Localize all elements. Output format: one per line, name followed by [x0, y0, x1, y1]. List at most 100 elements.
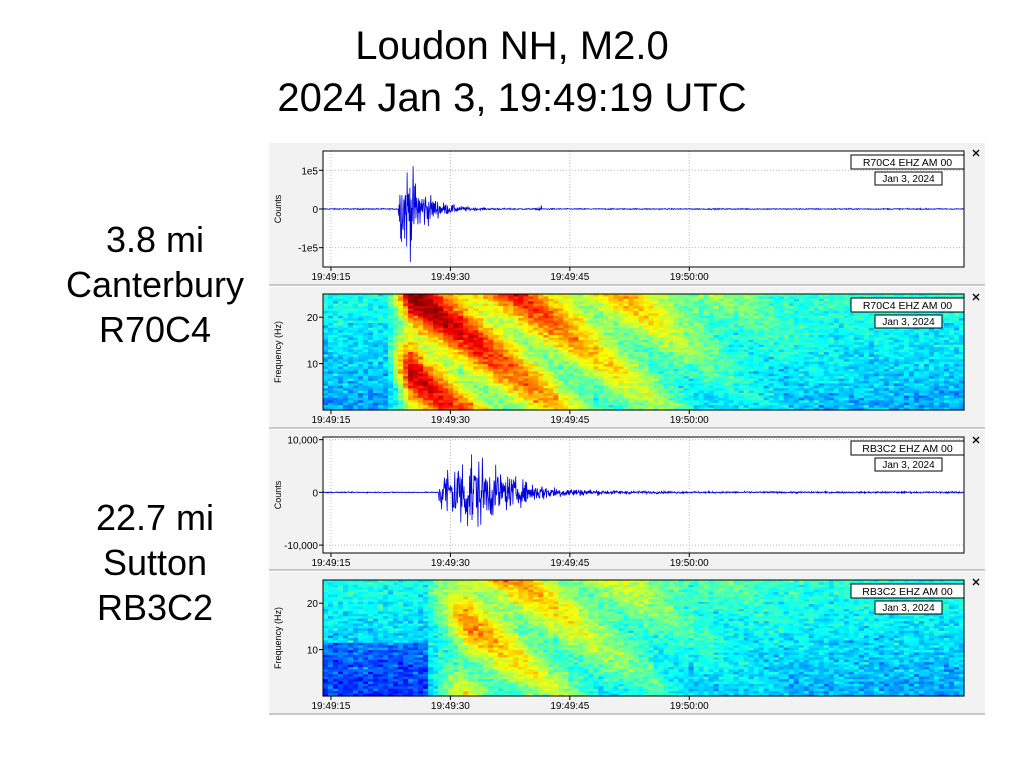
heatmap-cell — [693, 294, 700, 298]
heatmap-cell — [438, 294, 444, 298]
heatmap-cell — [833, 318, 840, 322]
heatmap-cell — [743, 332, 750, 336]
heatmap-cell — [758, 310, 765, 314]
heatmap-cell — [558, 296, 564, 300]
heatmap-cell — [438, 381, 444, 385]
heatmap-cell — [648, 371, 655, 375]
close-icon[interactable] — [972, 149, 980, 157]
heatmap-cell — [598, 397, 605, 401]
heatmap-cell — [723, 313, 730, 317]
chart-title-line2: 2024 Jan 3, 19:49:19 UTC — [277, 76, 747, 120]
heatmap-cell — [538, 349, 544, 353]
heatmap-cell — [723, 385, 730, 389]
heatmap-cell — [808, 376, 815, 380]
heatmap-cell — [378, 349, 384, 353]
heatmap-cell — [708, 313, 715, 317]
heatmap-cell — [363, 347, 369, 351]
heatmap-cell — [633, 344, 640, 348]
heatmap-cell — [563, 335, 569, 339]
heatmap-cell — [578, 325, 585, 329]
heatmap-cell — [538, 298, 544, 302]
heatmap-cell — [478, 354, 484, 358]
heatmap-cell — [323, 376, 329, 380]
heatmap-cell — [508, 296, 514, 300]
heatmap-cell — [743, 359, 750, 363]
heatmap-cell — [758, 352, 765, 356]
heatmap-cell — [678, 310, 685, 314]
heatmap-cell — [458, 339, 464, 343]
heatmap-cell — [438, 303, 444, 307]
heatmap-cell — [423, 296, 429, 300]
heatmap-cell — [553, 298, 559, 302]
heatmap-cell — [323, 344, 329, 348]
heatmap-cell — [778, 332, 785, 336]
heatmap-cell — [798, 371, 805, 375]
heatmap-cell — [803, 395, 810, 399]
heatmap-cell — [723, 373, 730, 377]
heatmap-cell — [673, 325, 680, 329]
heatmap-cell — [763, 352, 770, 356]
heatmap-cell — [393, 405, 399, 409]
heatmap-cell — [438, 354, 444, 358]
heatmap-cell — [333, 320, 339, 324]
heatmap-cell — [748, 301, 755, 305]
heatmap-cell — [588, 356, 595, 360]
heatmap-cell — [528, 385, 534, 389]
heatmap-cell — [338, 400, 344, 404]
heatmap-cell — [768, 385, 775, 389]
heatmap-cell — [438, 400, 444, 404]
heatmap-cell — [338, 381, 344, 385]
heatmap-cell — [513, 385, 519, 389]
heatmap-cell — [528, 303, 534, 307]
heatmap-cell — [473, 352, 479, 356]
heatmap-cell — [703, 390, 710, 394]
heatmap-cell — [818, 301, 825, 305]
heatmap-cell — [333, 339, 339, 343]
heatmap-cell — [383, 294, 389, 298]
heatmap-cell — [753, 347, 760, 351]
heatmap-cell — [503, 342, 509, 346]
heatmap-cell — [383, 405, 389, 409]
heatmap-cell — [448, 337, 454, 341]
heatmap-cell — [493, 339, 499, 343]
heatmap-cell — [733, 323, 740, 327]
heatmap-cell — [378, 359, 384, 363]
heatmap-cell — [418, 349, 424, 353]
heatmap-cell — [773, 388, 780, 392]
heatmap-cell — [768, 310, 775, 314]
heatmap-cell — [568, 323, 574, 327]
heatmap-cell — [713, 339, 720, 343]
heatmap-cell — [688, 359, 695, 363]
heatmap-cell — [568, 361, 574, 365]
heatmap-cell — [353, 301, 359, 305]
heatmap-cell — [368, 335, 374, 339]
heatmap-cell — [828, 303, 835, 307]
heatmap-cell — [543, 395, 549, 399]
heatmap-cell — [838, 296, 845, 300]
heatmap-cell — [778, 327, 785, 331]
heatmap-cell — [503, 402, 509, 406]
heatmap-cell — [448, 373, 454, 377]
heatmap-cell — [608, 337, 615, 341]
heatmap-cell — [488, 344, 494, 348]
heatmap-cell — [523, 368, 529, 372]
heatmap-cell — [738, 385, 745, 389]
heatmap-cell — [663, 371, 670, 375]
heatmap-cell — [708, 320, 715, 324]
heatmap-cell — [533, 349, 539, 353]
heatmap-cell — [333, 400, 339, 404]
heatmap-cell — [608, 354, 615, 358]
heatmap-cell — [813, 388, 820, 392]
heatmap-cell — [468, 405, 474, 409]
heatmap-cell — [488, 310, 494, 314]
heatmap-cell — [828, 366, 835, 370]
heatmap-cell — [353, 352, 359, 356]
heatmap-cell — [653, 349, 660, 353]
heatmap-cell — [553, 296, 559, 300]
heatmap-cell — [708, 335, 715, 339]
heatmap-cell — [563, 318, 569, 322]
heatmap-cell — [728, 344, 735, 348]
heatmap-cell — [663, 342, 670, 346]
heatmap-cell — [688, 339, 695, 343]
heatmap-cell — [663, 315, 670, 319]
